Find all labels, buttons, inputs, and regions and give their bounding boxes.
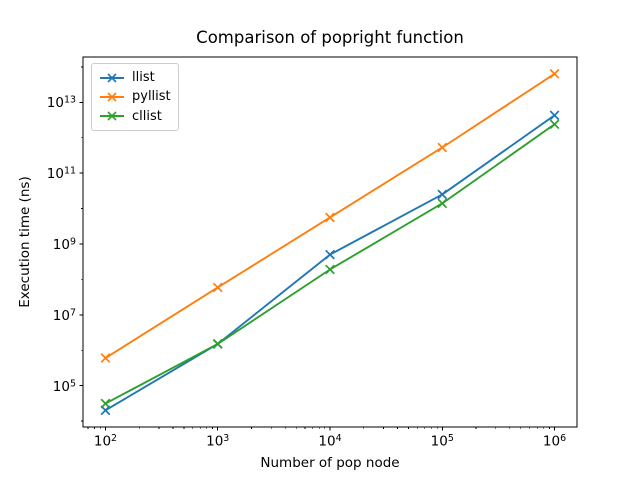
y-tick-label: 109 (52, 236, 76, 253)
y-tick-label: 1011 (46, 165, 76, 182)
legend-label: pyllist (132, 89, 171, 105)
x-axis-label: Number of pop node (260, 455, 400, 471)
legend-line-marker-icon (100, 111, 124, 121)
legend-label: llist (132, 70, 155, 86)
x-tick-label: 106 (542, 433, 567, 450)
y-tick-label: 105 (52, 377, 76, 395)
x-tick-label: 105 (430, 433, 454, 450)
x-tick-label: 104 (318, 433, 342, 450)
y-tick-label: 107 (52, 307, 76, 324)
legend-item-pyllist: pyllist (99, 87, 171, 106)
legend-line-marker-icon (100, 73, 124, 83)
legend-line-marker-icon (100, 92, 124, 102)
legend-item-cllist: cllist (99, 107, 171, 126)
y-tick-label: 1013 (46, 94, 76, 112)
chart-title: Comparison of popright function (196, 28, 464, 47)
legend: llist pyllist cllist (91, 63, 179, 131)
x-tick-label: 103 (206, 433, 230, 450)
x-tick-label: 102 (93, 433, 118, 450)
legend-label: cllist (132, 108, 162, 124)
legend-item-llist: llist (99, 68, 171, 87)
